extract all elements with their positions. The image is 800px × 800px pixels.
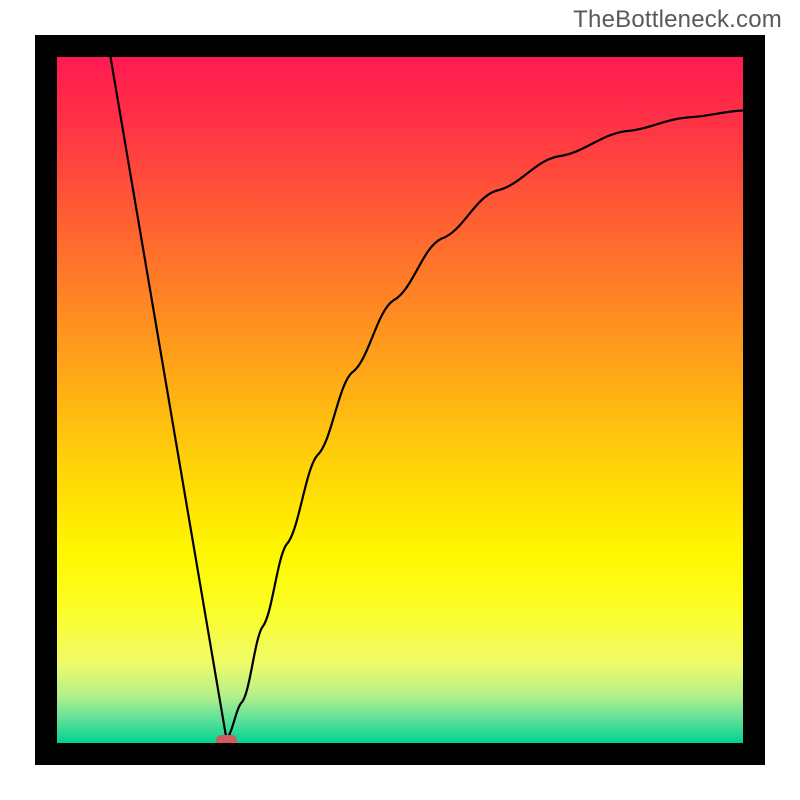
watermark-text: TheBottleneck.com [573, 6, 782, 34]
plot-border-left [35, 35, 57, 765]
plot-border-top [35, 35, 765, 57]
bottleneck-chart: TheBottleneck.com [0, 0, 800, 800]
plot-border-right [743, 35, 765, 765]
bottleneck-curve [111, 57, 743, 739]
plot-border-bottom [35, 743, 765, 765]
curve-layer [57, 57, 743, 743]
